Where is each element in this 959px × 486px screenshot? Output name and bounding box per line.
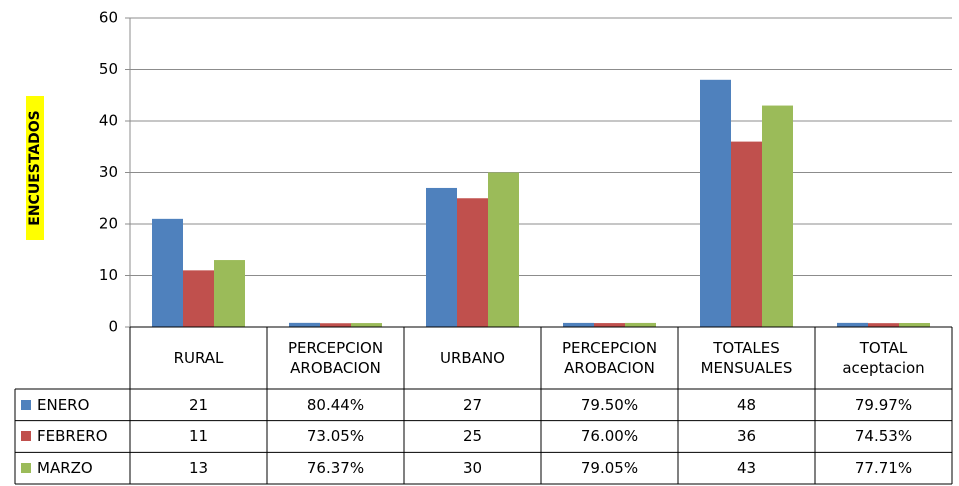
y-tick-label: 10 (99, 266, 118, 284)
y-axis-label: ENCUESTADOS (27, 110, 43, 225)
value-label: 79.05% (580, 459, 639, 478)
y-tick-label: 30 (99, 163, 118, 181)
legend-swatch (21, 463, 31, 474)
value-label: 80.44% (306, 395, 365, 414)
value-label: 30 (462, 459, 483, 478)
value-label: 79.97% (854, 395, 913, 414)
value-label: 77.71% (854, 459, 913, 478)
legend-cell: ENERO (15, 389, 130, 421)
x-tick-label: PERCEPCION AROBACION (287, 339, 384, 377)
table-value: 43 (678, 452, 815, 484)
legend-swatch (21, 399, 31, 410)
bar (594, 323, 625, 327)
bar (426, 187, 457, 327)
value-label: 25 (462, 427, 483, 446)
legend-label: MARZO (37, 459, 93, 478)
y-tick-label: 50 (99, 60, 118, 78)
bar (563, 322, 594, 327)
table-value: 74.53% (815, 421, 952, 453)
bar (625, 322, 656, 327)
legend-cell: MARZO (15, 452, 130, 484)
table-value: 27 (404, 389, 541, 421)
table-value: 13 (130, 452, 267, 484)
x-tick-label: RURAL (173, 349, 224, 367)
table-value: 76.00% (541, 421, 678, 453)
category-cell: PERCEPCION AROBACION (267, 327, 404, 389)
value-label: 36 (736, 427, 757, 446)
category-cell: RURAL (130, 327, 267, 389)
table-value: 80.44% (267, 389, 404, 421)
table-value: 77.71% (815, 452, 952, 484)
legend-label: FEBRERO (37, 427, 108, 446)
table-value: 36 (678, 421, 815, 453)
bar (214, 260, 245, 327)
table-value: 25 (404, 421, 541, 453)
bar (868, 323, 899, 327)
y-tick-label: 60 (99, 9, 118, 27)
table-value: 73.05% (267, 421, 404, 453)
bar (762, 105, 793, 327)
bar (152, 218, 183, 327)
bar (457, 198, 488, 327)
bar (351, 323, 382, 327)
legend-swatch (21, 431, 31, 442)
category-cell: PERCEPCION AROBACION (541, 327, 678, 389)
bar (899, 322, 930, 327)
y-label-bg (26, 96, 44, 240)
bar (320, 323, 351, 327)
legend-label: ENERO (37, 395, 90, 414)
table-value: 11 (130, 421, 267, 453)
bar (289, 322, 320, 327)
value-label: 11 (188, 427, 209, 446)
bar (731, 141, 762, 327)
table-value: 79.97% (815, 389, 952, 421)
value-label: 13 (188, 459, 209, 478)
table-value: 48 (678, 389, 815, 421)
value-label: 43 (736, 459, 757, 478)
table-value: 21 (130, 389, 267, 421)
category-cell: URBANO (404, 327, 541, 389)
table-value: 30 (404, 452, 541, 484)
value-label: 27 (462, 395, 483, 414)
value-label: 76.00% (580, 427, 639, 446)
table-value: 79.05% (541, 452, 678, 484)
y-tick-label: 0 (108, 318, 118, 336)
value-label: 48 (736, 395, 757, 414)
value-label: 76.37% (306, 459, 365, 478)
x-tick-label: URBANO (440, 349, 505, 367)
value-label: 79.50% (580, 395, 639, 414)
category-cell: TOTAL aceptacion (815, 327, 952, 389)
value-label: 74.53% (854, 427, 913, 446)
x-tick-label: PERCEPCION AROBACION (561, 339, 658, 377)
bar (837, 322, 868, 327)
y-tick-label: 20 (99, 215, 118, 233)
value-label: 21 (188, 395, 209, 414)
bar (488, 172, 519, 327)
y-tick-label: 40 (99, 112, 118, 130)
bar (183, 270, 214, 327)
value-label: 73.05% (306, 427, 365, 446)
table-value: 79.50% (541, 389, 678, 421)
legend-cell: FEBRERO (15, 421, 130, 453)
x-tick-label: TOTALES MENSUALES (700, 339, 793, 377)
bar (700, 79, 731, 327)
table-value: 76.37% (267, 452, 404, 484)
category-cell: TOTALES MENSUALES (678, 327, 815, 389)
x-tick-label: TOTAL aceptacion (842, 339, 925, 377)
